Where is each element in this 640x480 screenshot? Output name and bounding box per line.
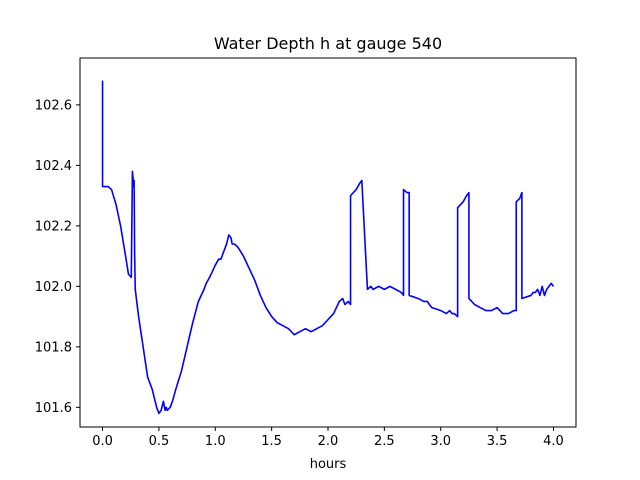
plot-area: [101, 80, 555, 415]
x-axis-label: hours: [310, 457, 347, 472]
y-tick-label: 102.6: [35, 98, 72, 113]
y-tick-label: 102.4: [35, 159, 72, 174]
x-tick-label: 0.5: [149, 434, 170, 449]
y-tick-label: 102.2: [35, 219, 72, 234]
chart-title: Water Depth h at gauge 540: [214, 34, 442, 53]
y-tick-label: 102.0: [35, 280, 72, 295]
y-tick-label: 101.8: [35, 340, 72, 355]
y-axis: 101.6 101.8 102.0 102.2 102.4 102.6: [35, 98, 80, 416]
x-tick-label: 4.0: [543, 434, 564, 449]
x-tick-label: 3.0: [430, 434, 451, 449]
x-tick-label: 2.0: [318, 434, 339, 449]
x-axis: 0.0 0.5 1.0 1.5 2.0 2.5 3.0 3.5 4.0: [92, 427, 564, 449]
x-tick-label: 0.0: [92, 434, 113, 449]
x-tick-label: 2.5: [374, 434, 395, 449]
series-line-0: [101, 80, 555, 415]
x-tick-label: 1.5: [261, 434, 282, 449]
x-tick-label: 3.5: [487, 434, 508, 449]
y-tick-label: 101.6: [35, 401, 72, 416]
x-tick-label: 1.0: [205, 434, 226, 449]
